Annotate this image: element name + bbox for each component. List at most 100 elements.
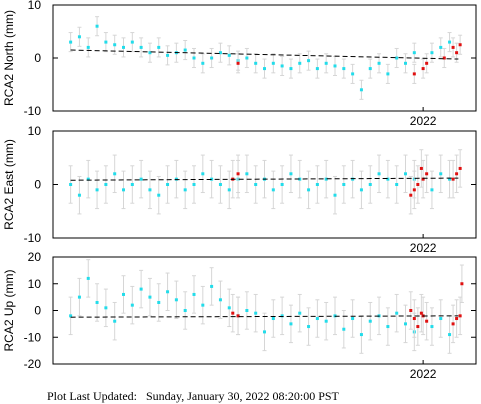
up-y-tick-label: -20 (24, 357, 42, 371)
north-normal-point (439, 45, 443, 49)
east-recent-point (412, 188, 416, 192)
north-normal-point (395, 56, 399, 60)
last-updated-value: Sunday, January 30, 2022 08:20:00 PST (146, 389, 339, 403)
north-normal-point (298, 61, 302, 65)
north-recent-point (412, 72, 416, 76)
up-normal-point (351, 317, 355, 321)
east-normal-point (130, 183, 134, 186)
up-recent-point (425, 319, 429, 323)
panel-north: -10 0 10 2022 RCA2 North (mm) (2, 0, 477, 128)
east-normal-point (122, 188, 125, 192)
up-recent-point (458, 314, 462, 318)
east-recent-point (458, 166, 462, 170)
up-normal-point (263, 330, 266, 334)
north-normal-point (324, 61, 328, 65)
east-normal-point (368, 183, 372, 186)
panel-up: -20 -10 0 10 20 2022 RCA2 Up (mm) (2, 250, 477, 381)
north-trend-line (70, 49, 459, 60)
east-y-tick-label: -10 (24, 231, 42, 245)
east-normal-point (448, 177, 452, 181)
north-normal-point (69, 40, 73, 44)
north-recent-point (455, 51, 459, 55)
up-normal-point (245, 309, 249, 312)
east-normal-point (104, 183, 108, 186)
north-normal-point (351, 72, 355, 76)
east-normal-point (69, 183, 73, 186)
east-normal-point (280, 183, 284, 186)
east-normal-point (95, 188, 99, 192)
north-normal-point (95, 24, 99, 28)
up-normal-point (157, 300, 161, 304)
north-normal-point (386, 72, 390, 76)
north-normal-point (245, 56, 249, 60)
up-normal-point (122, 292, 125, 296)
east-y-tick-label: 0 (34, 178, 41, 192)
up-normal-point (104, 306, 108, 310)
east-y-tick-label: 10 (28, 124, 42, 138)
up-recent-point (419, 311, 423, 315)
up-normal-point (448, 333, 452, 337)
north-plot-frame (52, 4, 477, 112)
east-normal-point (157, 193, 161, 197)
east-normal-point (377, 172, 381, 176)
north-normal-point (307, 59, 311, 63)
north-normal-point (377, 61, 381, 65)
north-normal-point (448, 40, 452, 44)
east-recent-point (455, 172, 459, 176)
up-recent-point (231, 311, 235, 315)
north-normal-point (254, 61, 258, 65)
north-normal-point (166, 53, 170, 57)
north-recent-point (421, 67, 425, 71)
east-recent-point (421, 177, 425, 181)
up-recent-point (460, 282, 464, 286)
up-normal-point (192, 292, 196, 296)
up-normal-point (386, 325, 390, 329)
east-normal-point (439, 172, 443, 176)
up-normal-point (69, 314, 73, 318)
up-normal-point (201, 303, 205, 307)
east-normal-point (324, 177, 328, 181)
up-normal-point (368, 319, 372, 323)
up-normal-point (227, 306, 231, 310)
last-updated-label: Plot Last Updated: (47, 389, 137, 403)
east-normal-point (307, 188, 311, 192)
north-normal-point (113, 43, 117, 47)
east-normal-point (359, 188, 363, 192)
north-normal-point (412, 51, 416, 55)
last-updated-footer: Plot Last Updated: Sunday, January 30, 2… (47, 389, 339, 404)
up-normal-point (130, 303, 134, 307)
up-normal-point (113, 319, 117, 323)
east-normal-point (298, 177, 302, 181)
up-normal-point (254, 311, 258, 315)
up-y-tick-label: 0 (34, 304, 41, 318)
north-normal-point (86, 45, 90, 49)
east-normal-point (77, 193, 81, 197)
north-normal-point (271, 61, 275, 65)
up-recent-point (455, 317, 459, 321)
north-normal-point (148, 51, 152, 55)
up-normal-point (271, 317, 275, 321)
north-normal-point (104, 40, 108, 44)
east-normal-point (404, 172, 407, 176)
east-normal-point (430, 188, 434, 192)
north-recent-point (458, 43, 462, 47)
east-normal-point (192, 183, 196, 186)
east-normal-point (139, 177, 143, 181)
up-y-axis-label: RCA2 Up (mm) (2, 269, 16, 351)
up-recent-point (416, 325, 420, 329)
up-normal-point (139, 287, 143, 291)
north-x-tick-label: 2022 (410, 114, 437, 128)
up-normal-point (395, 311, 399, 315)
up-normal-point (77, 295, 81, 299)
up-y-tick-label: 10 (28, 277, 42, 291)
east-normal-point (254, 183, 258, 186)
east-normal-point (218, 183, 222, 186)
east-normal-point (395, 183, 399, 186)
north-recent-point (425, 61, 429, 65)
east-x-tick-label: 2022 (410, 241, 437, 255)
east-normal-point (210, 177, 214, 181)
east-normal-point (386, 177, 390, 181)
up-normal-point (210, 284, 214, 288)
east-normal-point (183, 188, 187, 192)
up-y-tick-label: 20 (28, 250, 42, 264)
